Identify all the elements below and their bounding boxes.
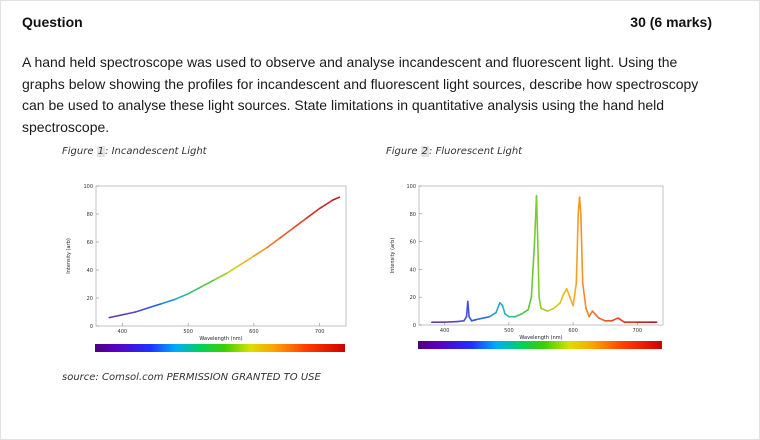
series-segment <box>540 307 549 312</box>
y-tick-label: 100 <box>83 184 93 190</box>
series-segment <box>575 212 580 285</box>
series-segment <box>108 314 124 319</box>
series-segment <box>443 320 459 324</box>
y-tick-label: 40 <box>87 268 93 274</box>
series-segment <box>305 207 321 220</box>
series-segment <box>585 307 590 318</box>
x-tick-label: 500 <box>504 328 514 334</box>
series-segment <box>535 194 539 243</box>
series-line <box>108 196 341 319</box>
fluorescent-chart: 0 20 40 60 80 100 400 500 600 700 Wavelength (nm) I… <box>390 184 664 341</box>
series-segment <box>174 293 189 301</box>
series-segment <box>226 263 242 274</box>
series-segment <box>318 199 334 210</box>
series-segment <box>332 196 341 201</box>
y-tick-label: 80 <box>87 212 93 218</box>
series-segment <box>253 246 268 257</box>
x-tick-label: 700 <box>633 328 643 334</box>
series-segment <box>456 320 465 323</box>
series-segment <box>578 196 582 215</box>
series-segment <box>553 301 562 310</box>
series-segment <box>581 282 587 310</box>
series-segment <box>467 300 470 318</box>
series-segment <box>134 307 150 313</box>
series-segment <box>565 288 571 298</box>
series-segment <box>610 317 619 322</box>
plot-frame <box>95 185 347 327</box>
series-segment <box>463 315 468 322</box>
visible-spectrum-bar-2 <box>418 341 662 349</box>
source-note: source: Comsol.com PERMISSION GRANTED TO… <box>62 372 321 383</box>
series-segment <box>266 236 282 249</box>
y-tick-label: 20 <box>87 296 93 302</box>
series-segment <box>562 288 568 296</box>
series-segment <box>572 282 578 307</box>
series-segment <box>617 317 626 324</box>
series-segment <box>520 308 529 315</box>
y-tick-label: 0 <box>413 323 416 329</box>
x-tick-label: 600 <box>568 328 578 334</box>
series-segment <box>495 301 501 314</box>
x-axis-label: Wavelength (nm) <box>519 335 562 341</box>
series-segment <box>200 279 216 288</box>
figure-2-number: 2 <box>420 146 430 157</box>
question-header: Question 30 (6 marks) <box>22 14 712 30</box>
series-segment <box>475 315 491 321</box>
figure-2-caption: Figure 2: Fluorescent Light <box>386 146 523 157</box>
series-segment <box>292 217 308 229</box>
x-tick-label: 600 <box>249 329 259 335</box>
marks-label: 30 (6 marks) <box>630 14 712 30</box>
visible-spectrum-bar-1 <box>95 344 345 352</box>
series-line <box>431 194 658 324</box>
series-segment <box>488 311 497 318</box>
y-axis-label: Intensity (arb) <box>66 238 72 274</box>
incandescent-chart: 0 20 40 60 80 100 400 500 600 700 Wavelength (nm) I… <box>66 184 347 342</box>
series-segment <box>468 315 473 322</box>
x-tick-label: 500 <box>183 329 193 335</box>
series-segment <box>213 272 229 281</box>
series-segment <box>580 212 584 285</box>
y-tick-label: 40 <box>410 267 416 273</box>
x-tick-label: 400 <box>440 328 450 334</box>
series-segment <box>279 227 295 239</box>
figure-1-caption: Figure 1: Incandescent Light <box>62 146 207 157</box>
series-segment <box>597 317 607 322</box>
plot-frame <box>418 185 664 326</box>
y-tick-label: 60 <box>410 240 416 246</box>
series-segment <box>546 307 555 312</box>
series-segment <box>538 296 542 310</box>
series-segment <box>527 296 533 311</box>
series-segment <box>559 293 565 304</box>
series-segment <box>514 313 523 318</box>
x-tick-label: 400 <box>118 329 128 335</box>
y-tick-label: 60 <box>87 240 93 246</box>
x-axis-label: Wavelength (nm) <box>199 336 242 342</box>
y-tick-label: 0 <box>90 324 93 330</box>
series-segment <box>239 255 255 266</box>
series-segment <box>536 240 540 298</box>
y-tick-label: 80 <box>410 212 416 218</box>
y-axis-label: Intensity (arb) <box>390 238 396 274</box>
series-segment <box>530 240 536 298</box>
question-text: A hand held spectroscope was used to obs… <box>22 54 699 135</box>
y-tick-label: 20 <box>410 295 416 301</box>
series-segment <box>591 310 600 319</box>
series-segment <box>187 286 203 295</box>
y-tick-label: 100 <box>406 184 416 190</box>
series-segment <box>160 298 176 305</box>
figure-1-number: 1 <box>96 146 106 157</box>
question-title: Question <box>22 14 83 30</box>
series-segment <box>147 302 163 309</box>
series-segment <box>588 310 594 318</box>
x-tick-label: 700 <box>315 329 325 335</box>
series-segment <box>501 304 506 315</box>
series-segment <box>470 318 478 322</box>
series-segment <box>121 311 137 316</box>
